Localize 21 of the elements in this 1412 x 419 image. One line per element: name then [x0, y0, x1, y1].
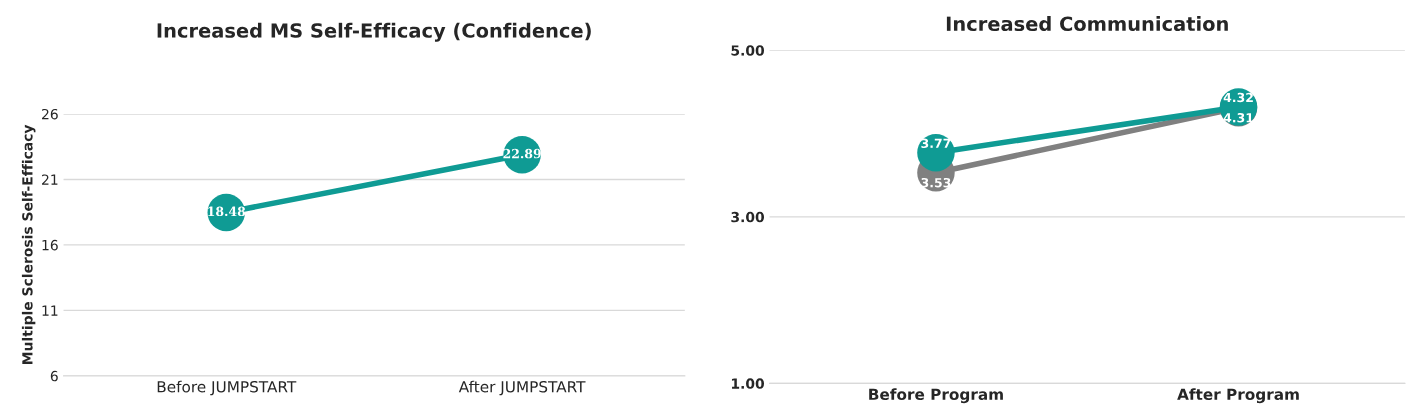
x-tick-label: Before Program [869, 388, 1003, 404]
data-label: 22.89 [503, 148, 541, 159]
data-label: 4.31 [1223, 113, 1254, 123]
x-tick-label: After JUMPSTART [458, 380, 586, 396]
y-tick-label: 3.00 [731, 211, 765, 223]
data-label: 18.48 [208, 206, 246, 217]
x-tick-label: After Program [1177, 388, 1299, 404]
y-tick-label: 1.00 [731, 378, 765, 389]
x-tick-label: Before JUMPSTART [157, 380, 297, 396]
y-axis-title: Multiple Sclerosis Self-Efficacy [21, 124, 36, 364]
data-label: 3.77 [921, 138, 951, 148]
y-tick-label: 5.00 [731, 45, 765, 56]
y-tick-label: 21 [42, 174, 58, 185]
chart-title: Increased MS Self-Efficacy (Confidence) [157, 22, 591, 42]
data-label: 4.32 [1223, 92, 1253, 103]
data-label: 3.53 [921, 177, 951, 188]
y-tick-label: 6 [50, 370, 58, 382]
y-tick-label: 26 [42, 108, 58, 120]
y-tick-label: 11 [42, 305, 58, 316]
chart-title: Increased Communication [946, 16, 1228, 32]
y-tick-label: 16 [42, 239, 58, 251]
